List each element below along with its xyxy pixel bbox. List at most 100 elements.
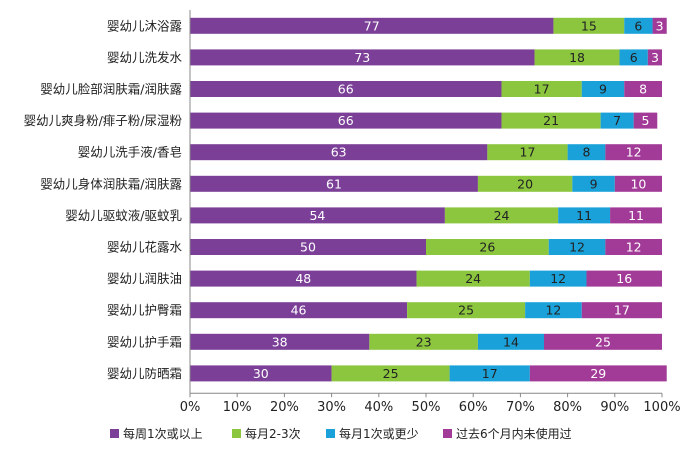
bar-segment xyxy=(190,239,426,255)
bar-segment xyxy=(416,270,530,287)
bar-value-label: 10 xyxy=(630,176,646,191)
bar-value-label: 25 xyxy=(458,303,474,318)
bar-segment xyxy=(190,207,445,224)
bar-value-label: 15 xyxy=(581,18,597,33)
x-tick-label: 40% xyxy=(364,400,393,415)
bar-value-label: 29 xyxy=(590,366,606,381)
bar-segment xyxy=(477,175,573,192)
bar-value-label: 66 xyxy=(338,113,354,128)
bar-segment xyxy=(487,144,568,161)
bar-value-label: 6 xyxy=(634,18,642,33)
bar-segment xyxy=(605,144,662,161)
bar-value-label: 61 xyxy=(326,176,342,191)
bar-segment xyxy=(581,81,625,97)
bar-value-label: 54 xyxy=(309,208,325,223)
bar-value-label: 23 xyxy=(416,334,432,349)
category-label: 婴幼儿护手霜 xyxy=(107,334,182,349)
category-label: 婴幼儿驱蚊液/驱蚊乳 xyxy=(65,208,182,223)
bar-segment xyxy=(444,207,559,224)
x-tick-label: 60% xyxy=(459,400,488,415)
bar-value-label: 9 xyxy=(590,176,598,191)
x-tick-label: 80% xyxy=(553,400,582,415)
category-label: 婴幼儿爽身粉/痱子粉/尿湿粉 xyxy=(24,113,183,128)
bar-segment xyxy=(529,365,667,382)
bar-segment xyxy=(614,175,662,192)
legend-label: 每月1次或更少 xyxy=(339,426,419,441)
bar-segment xyxy=(652,17,667,34)
category-label: 婴幼儿防晒霜 xyxy=(107,366,182,381)
bar-segment xyxy=(190,17,554,34)
bar-value-label: 25 xyxy=(383,366,399,381)
category-label: 婴幼儿洗发水 xyxy=(107,50,183,65)
x-tick-label: 90% xyxy=(600,400,629,415)
bar-value-label: 17 xyxy=(520,145,536,160)
bar-value-label: 8 xyxy=(583,145,591,160)
category-label: 婴幼儿脸部润肤霜/润肤露 xyxy=(40,82,182,97)
bar-value-label: 16 xyxy=(616,271,632,286)
bar-value-label: 77 xyxy=(364,18,380,33)
bar-segment xyxy=(529,270,587,287)
bar-segment xyxy=(558,207,611,224)
category-label: 婴幼儿洗手液/香皂 xyxy=(78,145,182,160)
x-tick-label: 20% xyxy=(270,400,299,415)
bar-value-label: 17 xyxy=(482,366,498,381)
legend: 每周1次或以上 每月2-3次 每月1次或更少 过去6个月内未使用过 xyxy=(110,426,572,441)
bar-value-label: 48 xyxy=(295,271,311,286)
legend-swatch xyxy=(443,429,452,438)
category-label: 婴幼儿润肤油 xyxy=(107,271,182,286)
legend-label: 每周1次或以上 xyxy=(123,426,203,441)
bar-value-label: 38 xyxy=(272,334,288,349)
bar-value-label: 24 xyxy=(494,208,510,223)
bar-value-label: 11 xyxy=(628,208,644,223)
bar-value-label: 5 xyxy=(642,113,650,128)
bar-value-label: 17 xyxy=(614,303,630,318)
bar-value-label: 3 xyxy=(651,50,659,65)
legend-swatch xyxy=(110,429,119,438)
bar-segment xyxy=(572,175,615,192)
bar-value-label: 50 xyxy=(300,240,316,255)
x-tick-label: 70% xyxy=(506,400,535,415)
bar-segment xyxy=(190,81,502,97)
bar-segment xyxy=(407,302,526,319)
category-label: 婴幼儿护臀霜 xyxy=(107,303,182,318)
bar-segment xyxy=(190,49,535,66)
bar-value-label: 12 xyxy=(626,145,642,160)
legend-swatch xyxy=(232,429,241,438)
bar-value-label: 12 xyxy=(626,240,642,255)
bar-value-label: 46 xyxy=(291,303,307,318)
x-tick-label: 0% xyxy=(180,400,201,415)
bar-segment xyxy=(190,302,408,319)
bar-segment xyxy=(369,333,478,350)
bar-value-label: 26 xyxy=(479,240,495,255)
bar-segment xyxy=(600,112,634,129)
bar-value-label: 21 xyxy=(543,113,559,128)
legend-label: 每月2-3次 xyxy=(245,426,301,441)
legend-swatch xyxy=(326,429,335,438)
bar-value-label: 66 xyxy=(338,82,354,97)
category-label: 婴幼儿花露水 xyxy=(107,240,183,255)
bar-value-label: 25 xyxy=(595,334,611,349)
bar-segment xyxy=(647,49,662,66)
bar-segment xyxy=(190,144,488,161)
bar-segment xyxy=(548,239,606,255)
bar-value-label: 12 xyxy=(569,240,585,255)
bar-value-label: 17 xyxy=(534,82,550,97)
bar-segment xyxy=(586,270,662,287)
legend-label: 过去6个月内未使用过 xyxy=(456,426,572,441)
x-tick-label: 30% xyxy=(317,400,346,415)
bar-segment xyxy=(501,112,601,129)
x-tick-label: 50% xyxy=(412,400,441,415)
bar-value-label: 3 xyxy=(656,18,664,33)
bar-value-label: 63 xyxy=(331,145,347,160)
bar-segment xyxy=(525,302,582,319)
bar-value-label: 11 xyxy=(576,208,592,223)
bar-segment xyxy=(501,81,582,97)
bar-segment xyxy=(610,207,662,224)
bar-segment xyxy=(544,333,662,350)
x-tick-label: 10% xyxy=(223,400,252,415)
bar-segment xyxy=(331,365,450,382)
bar-segment xyxy=(534,49,620,66)
bar-segment xyxy=(553,17,625,34)
